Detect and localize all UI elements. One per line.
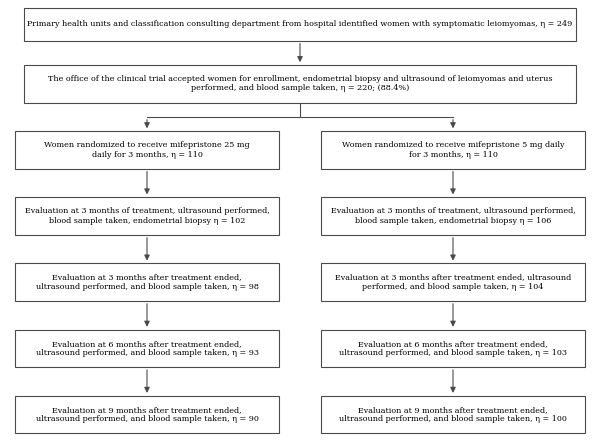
- Text: Primary health units and classification consulting department from hospital iden: Primary health units and classification …: [28, 20, 572, 28]
- Text: Evaluation at 3 months of treatment, ultrasound performed,
blood sample taken, e: Evaluation at 3 months of treatment, ult…: [25, 207, 269, 225]
- Text: Evaluation at 9 months after treatment ended,
ultrasound performed, and blood sa: Evaluation at 9 months after treatment e…: [35, 406, 259, 423]
- Text: The office of the clinical trial accepted women for enrollment, endometrial biop: The office of the clinical trial accepte…: [48, 75, 552, 93]
- Bar: [15, 263, 279, 301]
- Text: Evaluation at 9 months after treatment ended,
ultrasound performed, and blood sa: Evaluation at 9 months after treatment e…: [339, 406, 567, 423]
- Text: Women randomized to receive mifepristone 5 mg daily
for 3 months, η = 110: Women randomized to receive mifepristone…: [342, 141, 564, 159]
- Text: Evaluation at 6 months after treatment ended,
ultrasound performed, and blood sa: Evaluation at 6 months after treatment e…: [35, 340, 259, 357]
- Text: Evaluation at 3 months after treatment ended, ultrasound
performed, and blood sa: Evaluation at 3 months after treatment e…: [335, 273, 571, 291]
- Bar: [321, 198, 585, 235]
- Bar: [24, 8, 576, 41]
- Text: Evaluation at 3 months after treatment ended,
ultrasound performed, and blood sa: Evaluation at 3 months after treatment e…: [35, 273, 259, 291]
- Text: Evaluation at 6 months after treatment ended,
ultrasound performed, and blood sa: Evaluation at 6 months after treatment e…: [339, 340, 567, 357]
- Bar: [321, 396, 585, 433]
- Bar: [321, 131, 585, 168]
- Bar: [15, 396, 279, 433]
- Bar: [24, 65, 576, 102]
- Bar: [15, 198, 279, 235]
- Bar: [15, 330, 279, 367]
- Bar: [321, 330, 585, 367]
- Text: Evaluation at 3 months of treatment, ultrasound performed,
blood sample taken, e: Evaluation at 3 months of treatment, ult…: [331, 207, 575, 225]
- Bar: [15, 131, 279, 168]
- Bar: [321, 263, 585, 301]
- Text: Women randomized to receive mifepristone 25 mg
daily for 3 months, η = 110: Women randomized to receive mifepristone…: [44, 141, 250, 159]
